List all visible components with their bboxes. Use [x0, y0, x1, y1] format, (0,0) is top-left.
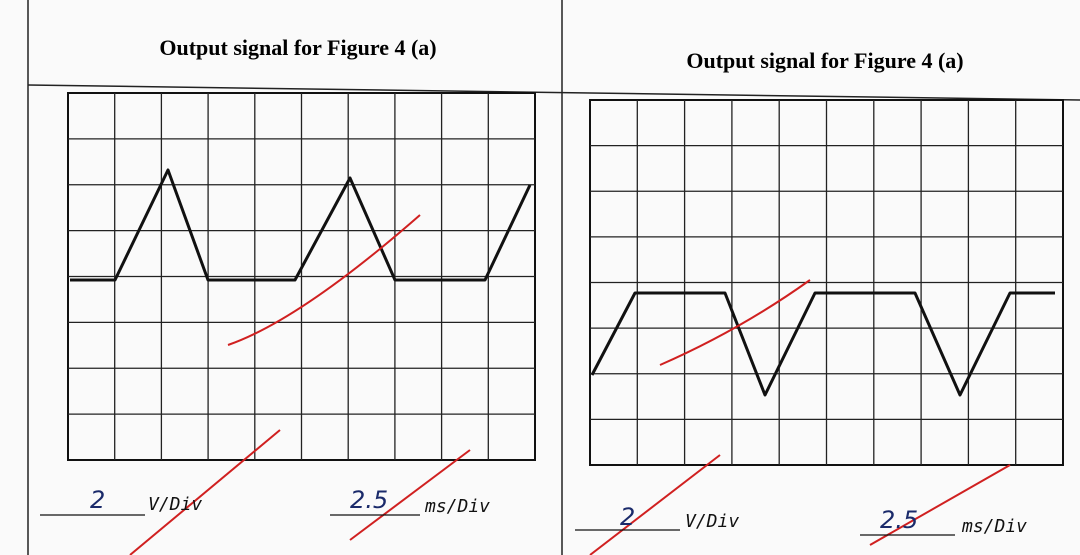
waveforms [70, 168, 1055, 397]
panel-title: Output signal for Figure 4 (a) [686, 48, 963, 73]
table-lines [27, 0, 1080, 555]
time-per-div: 2.5 [350, 486, 388, 514]
volts-per-div: 2 [620, 503, 635, 531]
volt-unit: V/Div [148, 494, 202, 515]
waveform [70, 168, 532, 282]
answer-lines [40, 514, 955, 536]
time-unit: ms/Div [961, 516, 1027, 537]
volt-unit: V/Div [685, 511, 739, 532]
time-unit: ms/Div [424, 496, 490, 517]
time-per-div: 2.5 [880, 506, 918, 534]
panel-title: Output signal for Figure 4 (a) [159, 35, 436, 60]
pen-marks [129, 214, 1011, 555]
waveform [590, 291, 1055, 397]
volts-per-div: 2 [90, 486, 105, 514]
